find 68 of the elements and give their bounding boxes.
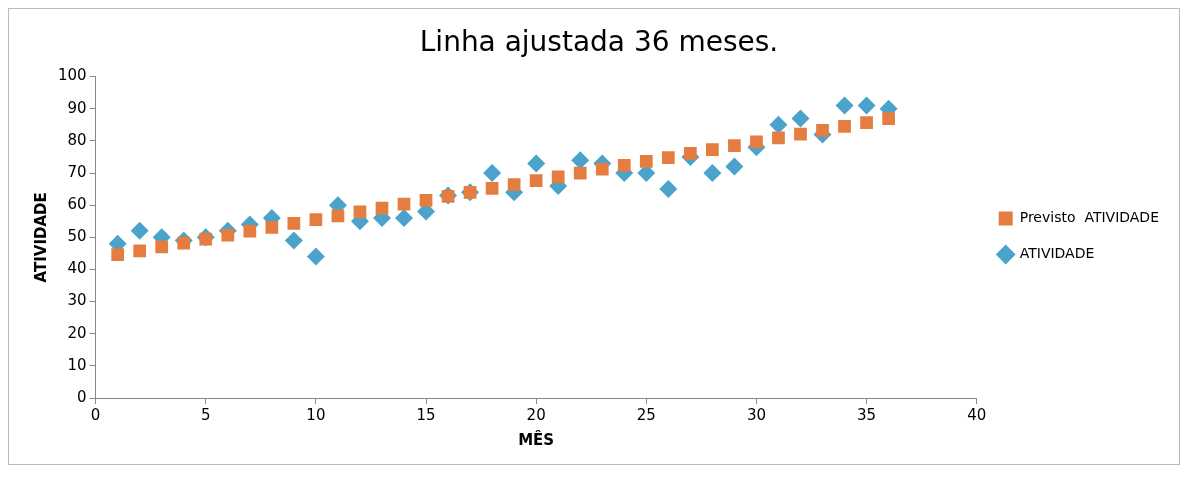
y-tick-label: 40 xyxy=(67,259,87,278)
point xyxy=(155,240,169,254)
point xyxy=(772,131,785,145)
y-tick-label: 20 xyxy=(67,323,87,342)
y-tick-label: 90 xyxy=(67,98,87,117)
point xyxy=(703,164,722,183)
point xyxy=(419,193,433,207)
point xyxy=(617,158,631,172)
y-tick-label: 70 xyxy=(67,162,87,181)
legend-label: ATIVIDADE xyxy=(1019,245,1095,262)
y-tick-label: 10 xyxy=(67,355,87,374)
point xyxy=(130,221,149,240)
point xyxy=(395,209,414,228)
point xyxy=(750,135,763,149)
y-tick-label: 0 xyxy=(77,387,87,406)
x-tick-label: 30 xyxy=(746,405,766,424)
point xyxy=(835,96,854,115)
y-tick-label: 80 xyxy=(67,130,87,149)
point xyxy=(857,96,876,115)
point xyxy=(265,220,279,234)
point xyxy=(284,231,303,250)
chart-title: Linha ajustada 36 meses. xyxy=(419,25,779,59)
point xyxy=(791,109,810,128)
point xyxy=(243,224,257,238)
point xyxy=(306,247,325,266)
x-tick-label: 35 xyxy=(857,405,877,424)
y-tick-label: 100 xyxy=(57,66,87,85)
point xyxy=(573,166,587,180)
point xyxy=(860,116,873,129)
point xyxy=(659,180,678,199)
point xyxy=(728,139,741,153)
y-tick-label: 50 xyxy=(67,227,87,246)
point xyxy=(485,182,499,195)
point xyxy=(133,244,147,258)
point xyxy=(794,127,807,141)
point xyxy=(639,155,653,168)
point xyxy=(309,213,323,226)
x-axis-title: MÊS xyxy=(518,429,555,449)
point xyxy=(397,197,411,211)
point xyxy=(706,143,719,156)
x-tick-label: 0 xyxy=(90,405,101,424)
x-tick-label: 15 xyxy=(416,405,436,424)
x-tick-label: 5 xyxy=(200,405,211,424)
point xyxy=(816,123,829,137)
x-tick-label: 25 xyxy=(636,405,656,424)
point xyxy=(221,228,235,242)
x-tick-label: 10 xyxy=(306,405,326,424)
y-tick-label: 30 xyxy=(67,291,87,310)
y-axis-title: ATIVIDADE xyxy=(31,192,50,283)
point xyxy=(595,162,609,176)
point xyxy=(527,154,546,173)
point xyxy=(287,217,301,230)
x-tick-label: 20 xyxy=(526,405,546,424)
point xyxy=(331,209,345,223)
x-tick-label: 40 xyxy=(967,405,987,424)
point xyxy=(507,178,521,191)
point xyxy=(111,248,125,262)
point xyxy=(769,115,788,134)
point xyxy=(529,174,543,188)
point xyxy=(483,164,502,183)
point xyxy=(661,151,675,164)
point xyxy=(838,120,851,133)
legend-label: Previsto ATIVIDADE xyxy=(1019,209,1159,226)
y-tick-label: 60 xyxy=(67,195,87,214)
point xyxy=(882,112,895,126)
point xyxy=(683,147,697,160)
point xyxy=(551,170,565,184)
point xyxy=(725,157,744,176)
